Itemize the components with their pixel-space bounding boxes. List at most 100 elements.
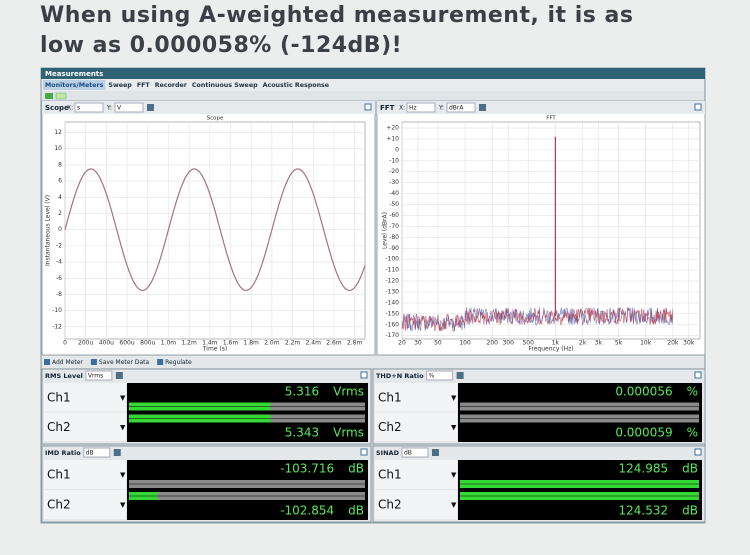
meter-value: -102.854 (280, 504, 334, 518)
button[interactable] (694, 448, 702, 456)
button[interactable] (431, 449, 439, 456)
channel-dropdown[interactable]: ▼ (120, 423, 126, 431)
meter-value: 124.532 (619, 504, 669, 518)
x-tick-label: 20 (398, 340, 406, 347)
channel-dropdown[interactable]: ▼ (451, 471, 457, 479)
tab[interactable]: Recorder (155, 82, 188, 89)
channel-dropdown[interactable]: ▼ (120, 394, 126, 402)
y-tick-label: -100 (385, 256, 399, 263)
tab[interactable]: Acoustic Response (263, 82, 329, 89)
button[interactable] (694, 371, 702, 379)
dropdown[interactable] (401, 447, 429, 458)
channel-dropdown[interactable]: ▼ (120, 471, 126, 479)
channel-label: Ch1 (47, 468, 71, 482)
icon[interactable] (157, 359, 164, 365)
channel-dropdown[interactable]: ▼ (451, 394, 457, 402)
icon[interactable] (44, 359, 50, 365)
button[interactable] (360, 448, 368, 456)
tool-row (42, 91, 704, 101)
dropdown[interactable] (85, 370, 113, 381)
x-tick-label: 3k (595, 340, 603, 347)
dropdown[interactable] (114, 102, 144, 113)
meter-unit: dB (348, 504, 364, 518)
meter-value: 124.985 (619, 462, 669, 476)
y-tick-label: 6 (58, 178, 62, 185)
x-axis-label: Time (s) (202, 346, 227, 353)
y-tick-label: -80 (389, 234, 399, 241)
channel-label: Ch2 (378, 420, 402, 434)
button[interactable] (456, 372, 464, 379)
dropdown-value: s (77, 105, 80, 112)
x-tick-label: 800u (140, 340, 155, 347)
x-tick-label: 0 (63, 340, 67, 347)
tab[interactable]: Continuous Sweep (192, 82, 258, 89)
button[interactable] (113, 449, 121, 456)
channel-label: Ch2 (378, 498, 402, 512)
dropdown-value: dB (86, 450, 94, 457)
x-tick-label: 2.2m (285, 340, 301, 347)
button[interactable] (360, 371, 368, 379)
x-tick-label: 2.0m (264, 340, 280, 347)
button[interactable] (147, 104, 154, 111)
meter-title: SINAD (376, 449, 400, 457)
tab[interactable]: Sweep (108, 82, 132, 89)
y-tick-label: -2 (56, 242, 62, 249)
y-tick-label: -20 (389, 168, 399, 175)
meter-value: 0.000059 (615, 426, 672, 440)
axis-select-label: Y: (106, 105, 112, 112)
meter-unit: % (687, 385, 698, 399)
toolbar-button[interactable]: Regulate (165, 359, 192, 366)
y-tick-label: 2 (58, 210, 62, 217)
panel-title: Scope (45, 104, 69, 112)
y-tick-label: -6 (56, 275, 62, 282)
meter-value: 5.316 (285, 385, 319, 399)
tab[interactable]: FFT (137, 82, 151, 89)
channel-dropdown[interactable]: ▼ (451, 423, 457, 431)
dropdown[interactable] (406, 102, 436, 113)
y-tick-label: -140 (385, 299, 399, 306)
toolbar-button[interactable]: Save Meter Data (99, 359, 150, 366)
y-tick-label: -30 (389, 179, 399, 186)
dropdown[interactable] (446, 102, 476, 113)
dropdown[interactable] (83, 447, 111, 458)
button[interactable] (364, 103, 372, 111)
button[interactable] (479, 104, 486, 111)
tab[interactable]: Monitors/Meters (45, 82, 104, 89)
tab-active[interactable] (43, 80, 106, 90)
y-tick-label: -60 (389, 212, 399, 219)
channel-dropdown[interactable]: ▼ (120, 501, 126, 509)
button[interactable] (115, 372, 123, 379)
icon[interactable] (90, 359, 97, 365)
x-axis-label: Frequency (Hz) (528, 346, 573, 353)
y-tick-label: 12 (54, 129, 62, 136)
dropdown[interactable] (426, 370, 454, 381)
meter-display (458, 460, 702, 520)
meter-unit: Vrms (333, 426, 364, 440)
meter-unit: dB (682, 462, 698, 476)
channel-label-bg (44, 460, 126, 489)
dropdown[interactable] (74, 102, 104, 113)
channel-label-bg (375, 490, 457, 519)
icon (45, 93, 53, 99)
meter-value: 0.000056 (615, 385, 672, 399)
y-tick-label: +20 (386, 125, 399, 132)
x-tick-label: 5k (615, 340, 623, 347)
channel-dropdown[interactable]: ▼ (451, 501, 457, 509)
y-tick-label: 4 (58, 194, 62, 201)
y-tick-label: -150 (385, 310, 399, 317)
x-tick-label: 30 (414, 340, 422, 347)
y-tick-label: -10 (52, 307, 62, 314)
x-tick-label: 300 (502, 340, 514, 347)
y-tick-label: 0 (395, 146, 399, 153)
x-tick-label: 2.6m (326, 340, 342, 347)
plot-area (64, 121, 366, 340)
meter-display (127, 383, 368, 442)
y-tick-label: 0 (58, 226, 62, 233)
x-tick-label: 10k (640, 340, 652, 347)
axis-select-label: Y: (438, 105, 444, 112)
window-title: Measurements (45, 70, 103, 78)
channel-label-bg (44, 412, 126, 441)
toolbar-button[interactable]: Add Meter (52, 359, 83, 366)
button[interactable] (694, 103, 702, 111)
icon (55, 92, 67, 100)
